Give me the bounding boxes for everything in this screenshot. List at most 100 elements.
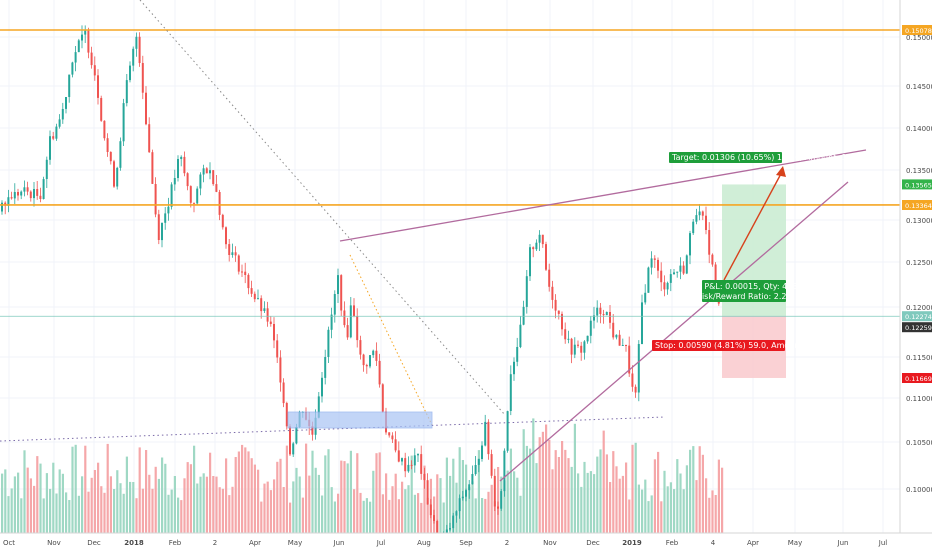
price-badge-resistance_mid bbox=[902, 200, 932, 210]
short-trendline[interactable] bbox=[349, 254, 433, 426]
candle-body bbox=[167, 206, 170, 214]
volume-bar bbox=[407, 485, 410, 533]
volume-bar bbox=[657, 451, 660, 533]
volume-bar bbox=[666, 486, 669, 533]
x-tick-label: Nov bbox=[543, 539, 557, 547]
candle-body bbox=[170, 184, 173, 207]
candle-body bbox=[545, 244, 547, 270]
candle-body bbox=[346, 325, 349, 338]
volume-bar bbox=[545, 424, 548, 533]
volume-bar bbox=[324, 455, 327, 533]
candle-body bbox=[410, 464, 413, 466]
candle-body bbox=[657, 259, 659, 271]
candle-body bbox=[199, 174, 202, 189]
volume-bar bbox=[209, 452, 212, 533]
volume-bar bbox=[596, 456, 599, 533]
volume-bar bbox=[234, 457, 237, 533]
candle-body bbox=[458, 498, 461, 512]
candle-body bbox=[359, 340, 362, 355]
candle-body bbox=[362, 354, 365, 366]
volume-bar bbox=[177, 497, 180, 533]
candle-body bbox=[388, 432, 391, 436]
volume-bar bbox=[55, 493, 58, 533]
candle-body bbox=[221, 214, 224, 228]
volume-bar bbox=[388, 499, 391, 533]
volume-bar bbox=[641, 489, 644, 533]
volume-bar bbox=[426, 497, 429, 533]
volume-bar bbox=[506, 470, 509, 533]
candle-body bbox=[289, 426, 291, 455]
drawings[interactable] bbox=[0, 0, 900, 482]
wedge-lower-line[interactable] bbox=[499, 181, 849, 482]
volume-bar bbox=[362, 500, 365, 533]
volume-bar bbox=[577, 473, 580, 533]
volume-bar bbox=[497, 467, 500, 533]
candle-body bbox=[621, 345, 624, 346]
volume-bar bbox=[349, 450, 352, 533]
candle-body bbox=[484, 421, 487, 446]
candle-body bbox=[461, 496, 464, 499]
accumulation-box[interactable] bbox=[287, 411, 433, 429]
candle-body bbox=[285, 403, 288, 427]
volume-bar bbox=[100, 486, 103, 533]
candle-body bbox=[266, 308, 269, 322]
volume-bar bbox=[573, 423, 576, 533]
volume-bar bbox=[285, 445, 288, 533]
candle-body bbox=[100, 98, 103, 121]
volume-bar bbox=[378, 452, 381, 533]
support-trendline[interactable] bbox=[0, 416, 666, 442]
volume-bar bbox=[93, 470, 96, 533]
candle-body bbox=[449, 528, 451, 530]
volume-bar bbox=[561, 441, 564, 533]
candle-body bbox=[250, 288, 253, 294]
time-axis[interactable]: Oct Nov Dec 2018 Feb 2 Apr May Jun Jul Aug Sep 2 Nov D… bbox=[0, 532, 932, 550]
x-tick-label: Apr bbox=[249, 539, 261, 547]
candle-body bbox=[218, 192, 221, 215]
volume-bar bbox=[295, 467, 298, 533]
candle-body bbox=[525, 276, 528, 307]
candle-body bbox=[583, 341, 586, 353]
candle-body bbox=[273, 324, 275, 341]
candle-body bbox=[356, 316, 359, 341]
candle-body bbox=[407, 464, 410, 472]
candle-body bbox=[241, 271, 243, 273]
x-tick-label: 2 bbox=[213, 539, 217, 547]
volume-bar bbox=[471, 481, 474, 533]
candle-body bbox=[196, 188, 199, 204]
volume-bar bbox=[548, 440, 551, 533]
volume-bar bbox=[525, 445, 528, 533]
volume-bar bbox=[420, 502, 423, 533]
volume-bar bbox=[615, 466, 618, 533]
volume-bar bbox=[637, 484, 640, 533]
candle-body bbox=[311, 426, 314, 435]
candle-body bbox=[509, 374, 512, 411]
target-arrow[interactable] bbox=[723, 169, 784, 281]
volume-bar bbox=[81, 476, 84, 533]
candle-body bbox=[26, 187, 29, 192]
volume-bar bbox=[311, 450, 314, 533]
candle-body bbox=[93, 65, 96, 76]
volume-bar bbox=[244, 447, 247, 533]
volume-bar bbox=[141, 488, 144, 533]
volume-bar bbox=[119, 483, 122, 533]
candle-body bbox=[497, 506, 499, 509]
candle-body bbox=[257, 298, 259, 300]
candle-body bbox=[647, 267, 650, 293]
candle-body bbox=[193, 202, 195, 204]
volume-bar bbox=[676, 459, 679, 533]
x-tick-label: May bbox=[288, 539, 302, 547]
volume-bar bbox=[58, 469, 61, 533]
candle-body bbox=[13, 192, 16, 199]
x-tick-label: Jul bbox=[878, 539, 888, 547]
candle-body bbox=[650, 258, 653, 268]
candle-body bbox=[580, 345, 583, 353]
stop-label-box bbox=[652, 340, 785, 351]
volume-bar bbox=[410, 455, 413, 533]
drawing-labels: Target: 0.01306 (10.65%) 130.6, Amount: … bbox=[652, 152, 875, 351]
volume-bar bbox=[129, 481, 132, 533]
candle-body bbox=[602, 314, 605, 316]
wedge-upper-line[interactable] bbox=[339, 149, 867, 242]
